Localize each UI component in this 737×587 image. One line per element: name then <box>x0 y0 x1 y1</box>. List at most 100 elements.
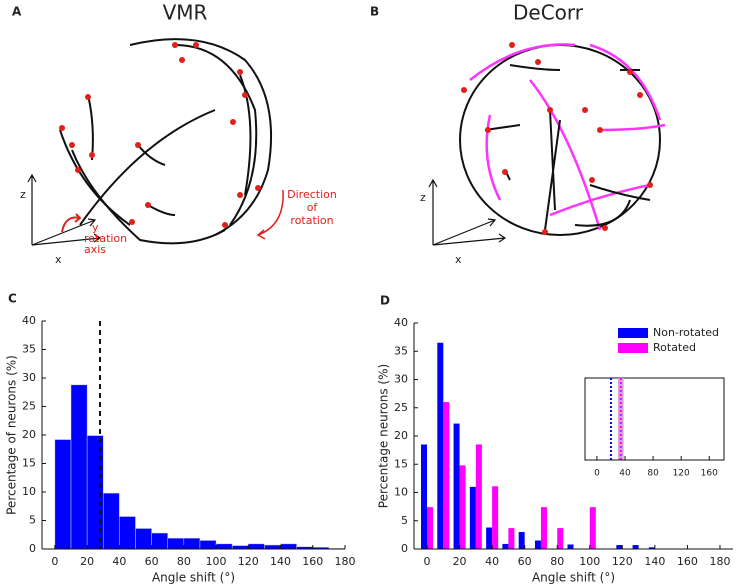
x-tick-label: 40 <box>485 555 499 568</box>
annotation: rotation <box>290 214 333 227</box>
panel-title: DeCorr <box>513 1 584 25</box>
y-axis-label: Percentage neurons (%) <box>377 364 391 508</box>
bar <box>421 444 428 549</box>
bar <box>648 547 655 549</box>
x-tick-label: 0 <box>51 555 58 568</box>
x-tick-label: 60 <box>145 555 159 568</box>
x-tick-label: 80 <box>647 469 659 479</box>
bar <box>119 516 136 550</box>
y-tick-label: 40 <box>394 316 408 329</box>
bar <box>151 532 168 550</box>
x-tick-label: 100 <box>206 555 227 568</box>
axis-letter: z <box>20 188 26 201</box>
axis-letter: x <box>455 253 462 266</box>
y-tick-label: 30 <box>394 373 408 386</box>
bar <box>280 543 297 550</box>
points <box>461 42 653 235</box>
bar <box>135 528 152 550</box>
y-tick-label: 5 <box>401 514 408 527</box>
x-axis-label: Angle shift (°) <box>152 571 235 585</box>
x-tick-label: 80 <box>550 555 564 568</box>
x-tick-label: 160 <box>677 555 698 568</box>
y-tick-label: 40 <box>22 314 36 327</box>
x-tick-label: 180 <box>709 555 730 568</box>
bar <box>492 486 499 549</box>
bar <box>459 465 466 549</box>
bar <box>518 532 525 549</box>
x-tick-label: 20 <box>453 555 467 568</box>
axes-3d <box>428 178 507 246</box>
bar <box>534 540 541 549</box>
axis-letter: z <box>420 191 426 204</box>
y-tick-label: 35 <box>394 344 408 357</box>
annotation: rotation <box>84 232 127 245</box>
x-tick-label: 80 <box>177 555 191 568</box>
y-axis-label: Percentage of neurons (%) <box>5 355 19 515</box>
bar <box>167 537 185 550</box>
x-tick-label: 180 <box>335 555 356 568</box>
x-tick-label: 140 <box>644 555 665 568</box>
panel-label: A <box>12 5 22 19</box>
bar <box>475 444 482 549</box>
x-tick-label: 120 <box>238 555 259 568</box>
rotation-arrow <box>61 213 82 233</box>
panel-label: B <box>370 5 379 19</box>
annotation: axis <box>84 243 106 256</box>
points <box>59 42 261 228</box>
x-tick-label: 0 <box>594 469 600 479</box>
x-tick-label: 40 <box>112 555 126 568</box>
y-tick-label: 30 <box>22 371 36 384</box>
x-tick-label: 20 <box>80 555 94 568</box>
y-tick-label: 20 <box>22 428 36 441</box>
x-tick-label: 100 <box>579 555 600 568</box>
legend-label: Non-rotated <box>653 326 719 339</box>
bar <box>231 545 249 550</box>
bar <box>567 544 574 549</box>
trajectories <box>59 38 273 245</box>
bar <box>443 402 450 549</box>
bar <box>427 507 434 549</box>
bar <box>183 537 201 550</box>
bar <box>632 545 639 549</box>
bar <box>70 384 88 550</box>
inset-frame <box>584 377 725 461</box>
y-tick-label: 0 <box>29 542 36 555</box>
x-axis-label: Angle shift (°) <box>532 571 615 585</box>
legend-swatch <box>618 328 648 338</box>
bar <box>540 507 547 549</box>
bar <box>616 545 623 549</box>
bar <box>199 540 217 550</box>
x-tick-label: 160 <box>302 555 323 568</box>
legend-swatch <box>618 343 648 353</box>
panel-label: D <box>380 294 390 308</box>
trajectories <box>459 42 666 236</box>
bar <box>102 492 120 550</box>
direction-arrow <box>256 189 284 240</box>
axis-letter: y <box>92 221 99 234</box>
bar <box>437 342 444 549</box>
bar <box>589 507 596 549</box>
y-tick-label: 35 <box>22 343 36 356</box>
panel-title: VMR <box>163 1 208 25</box>
annotation: of <box>307 201 319 214</box>
x-tick-label: 160 <box>701 469 718 479</box>
x-tick-label: 120 <box>673 469 690 479</box>
panel-label: C <box>8 292 17 306</box>
x-tick-label: 60 <box>518 555 532 568</box>
x-tick-label: 0 <box>424 555 431 568</box>
y-tick-label: 0 <box>401 542 408 555</box>
bar <box>502 543 509 549</box>
bar <box>54 439 72 550</box>
bar <box>557 528 564 549</box>
x-tick-label: 140 <box>270 555 291 568</box>
bar <box>215 543 233 550</box>
y-tick-label: 5 <box>29 514 36 527</box>
bar <box>486 527 493 549</box>
y-tick-label: 10 <box>22 485 36 498</box>
legend-label: Rotated <box>653 341 696 354</box>
x-tick-label: 120 <box>612 555 633 568</box>
y-tick-label: 15 <box>22 457 36 470</box>
bar <box>264 544 281 550</box>
x-tick-label: 40 <box>619 469 631 479</box>
